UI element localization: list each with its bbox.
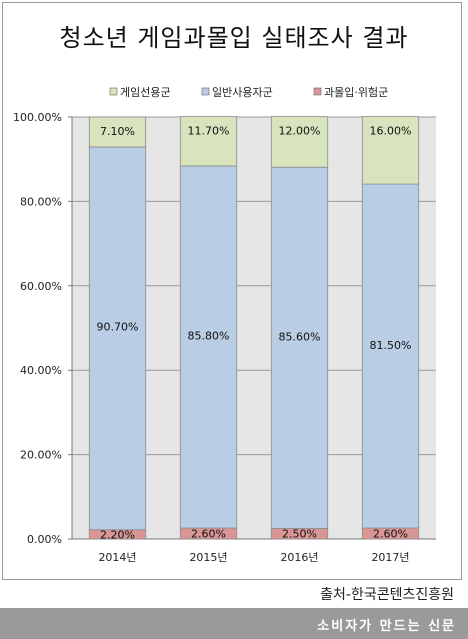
y-tick-label: 20.00% bbox=[20, 449, 62, 462]
y-tick-label: 80.00% bbox=[20, 195, 62, 208]
chart-title: 청소년 게임과몰입 실태조사 결과 bbox=[59, 24, 409, 52]
data-label: 90.70% bbox=[97, 321, 139, 334]
data-label: 2.50% bbox=[282, 528, 317, 541]
x-tick-label: 2014년 bbox=[98, 551, 136, 564]
stacked-bar-chart: 0.00% 20.00% 40.00% 60.00% 80.00% 100.00% 2.20… bbox=[13, 85, 436, 564]
bar-2014- bbox=[88, 146, 147, 531]
y-tick-label: 100.00% bbox=[13, 111, 62, 124]
bar-2016- bbox=[270, 116, 329, 168]
x-tick-label: 2016년 bbox=[280, 551, 318, 564]
data-label: 81.50% bbox=[370, 339, 412, 352]
data-label: 85.80% bbox=[188, 330, 230, 343]
legend-swatch bbox=[201, 87, 210, 96]
data-label: 11.70% bbox=[188, 125, 230, 138]
data-label: 2.60% bbox=[191, 528, 226, 541]
footer-bar: 소비자가 만드는 신문 bbox=[0, 608, 468, 639]
legend-label: 게임선용군 bbox=[120, 86, 171, 99]
legend-swatch bbox=[313, 87, 322, 96]
x-tick-label: 2015년 bbox=[189, 551, 227, 564]
bar-2015- bbox=[179, 116, 238, 167]
bar-2016- bbox=[270, 166, 329, 529]
data-label: 7.10% bbox=[100, 125, 135, 138]
legend-label: 과몰입·위험군 bbox=[324, 86, 388, 99]
legend-swatch bbox=[109, 87, 118, 96]
x-tick-label: 2017년 bbox=[371, 551, 409, 564]
bar-2015- bbox=[179, 165, 238, 529]
data-label: 85.60% bbox=[279, 331, 321, 344]
y-tick-label: 0.00% bbox=[27, 533, 62, 546]
footer-text: 소비자가 만드는 신문 bbox=[317, 619, 456, 634]
data-label: 16.00% bbox=[370, 125, 412, 138]
source-text: 출처-한국콘텐츠진흥원 bbox=[320, 587, 454, 603]
data-label: 2.60% bbox=[373, 528, 408, 541]
bar-2017- bbox=[361, 116, 420, 185]
legend-label: 일반사용자군 bbox=[212, 85, 273, 99]
bar-2017- bbox=[361, 183, 420, 529]
y-tick-label: 60.00% bbox=[20, 280, 62, 293]
data-label: 12.00% bbox=[279, 125, 321, 138]
bar-2014- bbox=[88, 116, 147, 148]
data-label: 2.20% bbox=[100, 528, 135, 541]
y-tick-label: 40.00% bbox=[20, 364, 62, 377]
